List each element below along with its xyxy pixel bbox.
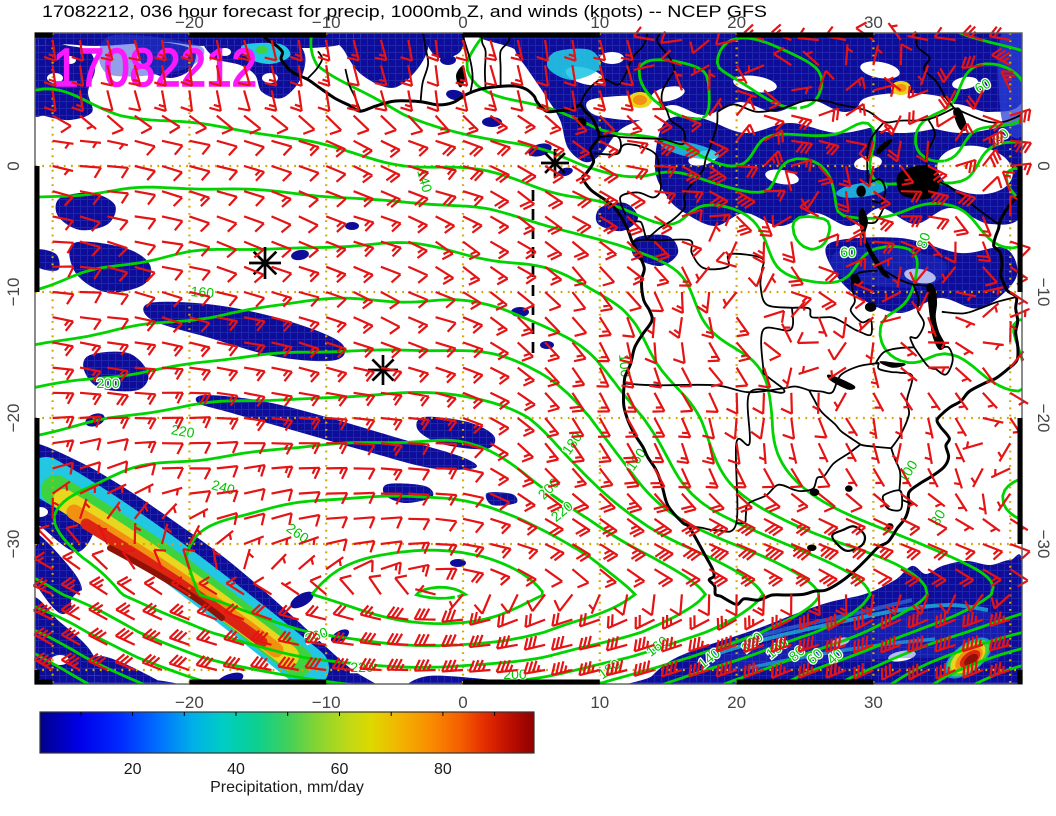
svg-text:60: 60 — [331, 761, 349, 778]
svg-text:−20: −20 — [175, 693, 204, 712]
svg-text:20: 20 — [124, 761, 142, 778]
svg-text:200: 200 — [96, 375, 120, 391]
svg-text:0: 0 — [4, 161, 23, 170]
svg-text:0: 0 — [458, 13, 467, 32]
svg-text:−20: −20 — [1034, 404, 1053, 433]
svg-text:17082212, 036 hour forecast fo: 17082212, 036 hour forecast for precip, … — [42, 3, 767, 21]
svg-text:40: 40 — [227, 761, 245, 778]
svg-text:80: 80 — [434, 761, 452, 778]
svg-text:10: 10 — [590, 13, 609, 32]
svg-text:20: 20 — [727, 13, 746, 32]
svg-text:30: 30 — [864, 693, 883, 712]
svg-text:−20: −20 — [175, 13, 204, 32]
svg-text:−20: −20 — [4, 404, 23, 433]
svg-text:220: 220 — [170, 421, 196, 441]
svg-text:0: 0 — [1034, 161, 1053, 170]
svg-text:−10: −10 — [4, 278, 23, 307]
svg-text:0: 0 — [458, 693, 467, 712]
svg-text:−30: −30 — [1034, 530, 1053, 559]
svg-text:−30: −30 — [4, 530, 23, 559]
svg-text:−10: −10 — [312, 693, 341, 712]
svg-text:60: 60 — [840, 244, 856, 260]
svg-text:17082212: 17082212 — [53, 38, 257, 98]
svg-text:20: 20 — [727, 693, 746, 712]
svg-text:30: 30 — [864, 13, 883, 32]
svg-text:80: 80 — [913, 230, 933, 250]
svg-text:−10: −10 — [312, 13, 341, 32]
svg-text:10: 10 — [590, 693, 609, 712]
svg-text:−10: −10 — [1034, 278, 1053, 307]
svg-text:Precipitation, mm/day: Precipitation, mm/day — [210, 779, 364, 796]
